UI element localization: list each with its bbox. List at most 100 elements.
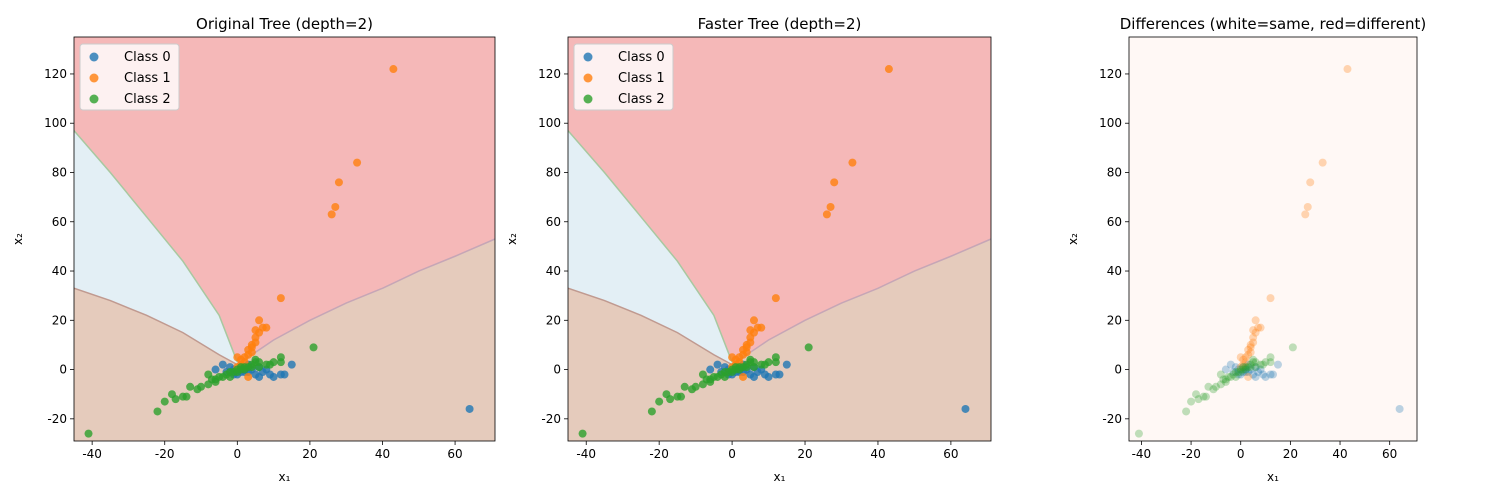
- data-point-class-0: [706, 365, 715, 374]
- data-point-class-0: [1231, 363, 1240, 372]
- legend-marker-class-2: [89, 94, 99, 104]
- data-point-class-2: [1246, 363, 1255, 372]
- x-tick-label: -40: [576, 447, 596, 461]
- boundary-line: [236, 238, 495, 366]
- x-axis-label: x₁: [279, 470, 291, 484]
- data-point-class-1: [771, 294, 780, 303]
- y-tick-label: 120: [538, 67, 561, 81]
- data-point-class-1: [1303, 202, 1312, 211]
- data-point-class-1: [1236, 353, 1245, 362]
- data-point-class-2: [764, 358, 773, 367]
- y-tick-label: 0: [553, 363, 561, 377]
- region-class-0: [74, 130, 238, 365]
- data-point-class-0: [218, 360, 227, 369]
- chart-panel-3: -40 -20 0 20 40 60 -20 0 20 40 60 80 100 120 Differenc…: [1066, 15, 1426, 484]
- data-point-class-2: [666, 395, 675, 404]
- x-tick-label: 40: [1332, 447, 1347, 461]
- data-point-class-0: [1254, 368, 1263, 377]
- data-point-class-2: [1231, 372, 1240, 381]
- data-point-class-2: [1288, 343, 1297, 352]
- y-tick-label: 40: [1107, 264, 1122, 278]
- data-point-class-0: [1246, 365, 1255, 374]
- data-point-class-2: [1241, 363, 1250, 372]
- data-point-class-0: [269, 372, 278, 381]
- y-axis-label: x₂: [11, 233, 25, 245]
- boundary-line: [568, 130, 733, 363]
- legend-box: [79, 43, 180, 111]
- data-point-class-1: [1266, 294, 1275, 303]
- chart-panel-2: -40 -20 0 20 40 60 -20 0 20 40 60 80 100 120 Faster Tr…: [505, 15, 992, 484]
- y-tick-label: 0: [1114, 363, 1122, 377]
- data-point-class-1: [327, 210, 336, 219]
- plot-area: [1129, 37, 1417, 441]
- data-point-class-2: [247, 363, 256, 372]
- data-point-class-1: [1244, 372, 1253, 381]
- data-point-class-2: [1221, 375, 1230, 384]
- data-point-class-2: [1182, 407, 1191, 416]
- legend-marker-class-0: [89, 52, 99, 62]
- x-tick-label: 60: [1382, 447, 1397, 461]
- x-axis-label: x₁: [774, 470, 786, 484]
- data-point-class-0: [287, 360, 296, 369]
- boundary-line: [74, 130, 239, 363]
- data-point-class-2: [309, 343, 318, 352]
- data-point-class-0: [1236, 370, 1245, 379]
- x-tick-label: -20: [1181, 447, 1201, 461]
- data-point-class-1: [739, 372, 748, 381]
- data-point-class-2: [1251, 358, 1260, 367]
- plot-frame: [73, 36, 496, 442]
- data-point-class-2: [706, 375, 715, 384]
- data-point-class-0: [211, 365, 220, 374]
- data-point-class-2: [1259, 360, 1268, 369]
- data-point-class-1: [1246, 343, 1255, 352]
- data-point-class-0: [1251, 372, 1260, 381]
- data-point-class-2: [204, 370, 213, 379]
- data-point-class-2: [1204, 382, 1213, 391]
- x-tick-label: 40: [375, 447, 390, 461]
- data-point-class-2: [186, 382, 195, 391]
- y-tick-label: 120: [1099, 67, 1122, 81]
- data-point-class-1: [848, 158, 857, 167]
- data-point-class-1: [1241, 353, 1250, 362]
- data-point-class-2: [691, 382, 700, 391]
- y-tick-label: -20: [47, 412, 67, 426]
- boundary-line: [568, 287, 733, 366]
- data-point-class-2: [1216, 370, 1225, 379]
- legend-marker-class-1: [89, 73, 99, 83]
- data-point-class-2: [171, 395, 180, 404]
- data-point-class-2: [680, 382, 689, 391]
- y-tick-label: 60: [1107, 215, 1122, 229]
- data-point-class-0: [1273, 360, 1282, 369]
- data-point-class-2: [1216, 380, 1225, 389]
- legend: Class 0 Class 1 Class 2: [573, 43, 674, 111]
- data-point-class-1: [1246, 348, 1255, 357]
- data-point-class-2: [749, 358, 758, 367]
- data-point-class-2: [1187, 397, 1196, 406]
- legend-marker-class-0: [583, 52, 593, 62]
- data-point-class-2: [255, 358, 264, 367]
- data-point-class-2: [197, 382, 206, 391]
- x-tick-label: 0: [1237, 447, 1245, 461]
- y-tick-label: 20: [546, 313, 561, 327]
- x-tick-label: -20: [649, 447, 669, 461]
- data-point-class-0: [280, 370, 289, 379]
- data-point-class-1: [1239, 360, 1248, 369]
- x-tick-label: -40: [82, 447, 102, 461]
- data-point-class-2: [1234, 368, 1243, 377]
- data-point-class-0: [713, 360, 722, 369]
- data-point-class-1: [728, 353, 737, 362]
- data-point-class-1: [1239, 355, 1248, 364]
- data-point-class-2: [1246, 360, 1255, 369]
- data-point-class-2: [1266, 358, 1275, 367]
- x-tick-label: 20: [1283, 447, 1298, 461]
- data-point-class-0: [1256, 365, 1265, 374]
- plot-area: [568, 37, 991, 441]
- data-point-class-2: [153, 407, 162, 416]
- y-tick-label: 0: [59, 363, 67, 377]
- data-point-class-1: [1244, 345, 1253, 354]
- data-point-class-2: [160, 397, 169, 406]
- data-point-class-2: [1194, 395, 1203, 404]
- data-point-class-2: [1219, 375, 1228, 384]
- data-point-class-0: [1226, 360, 1235, 369]
